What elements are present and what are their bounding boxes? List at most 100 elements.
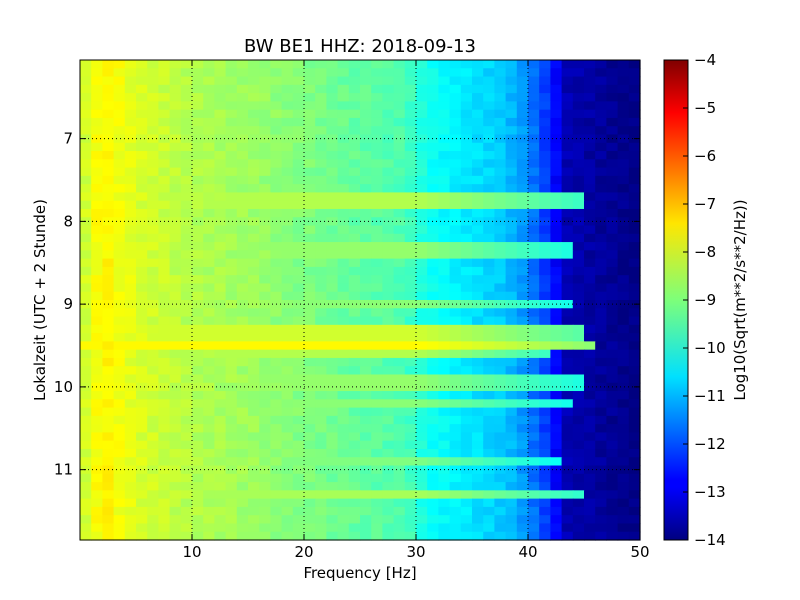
heatmap-cell (472, 242, 484, 251)
heatmap-cell (438, 117, 451, 127)
heatmap-cell (337, 242, 350, 251)
heatmap-cell (584, 523, 596, 533)
heatmap-cell (460, 167, 473, 177)
heatmap-cell (472, 399, 484, 409)
heatmap-cell (438, 76, 451, 86)
heatmap-cell (460, 465, 473, 475)
heatmap-cell (460, 424, 473, 434)
heatmap-cell (91, 117, 103, 127)
heatmap-cell (158, 440, 171, 450)
heatmap-cell (483, 84, 495, 94)
heatmap-cell (416, 448, 428, 458)
heatmap-cell (572, 324, 585, 334)
heatmap-cell (494, 142, 507, 152)
heatmap-cell (416, 250, 428, 260)
heatmap-cell (584, 126, 596, 136)
heatmap-cell (393, 349, 406, 359)
heatmap-cell (449, 399, 462, 409)
heatmap-cell (259, 448, 271, 458)
heatmap-cell (539, 266, 551, 276)
heatmap-cell (427, 142, 439, 152)
heatmap-cell (259, 515, 271, 525)
heatmap-cell (337, 101, 350, 111)
heatmap-cell (472, 283, 484, 293)
heatmap-cell (617, 233, 630, 243)
heatmap-cell (404, 117, 417, 127)
heatmap-cell (360, 200, 372, 210)
heatmap-cell (617, 126, 630, 136)
heatmap-cell (550, 391, 563, 400)
heatmap-cell (136, 448, 148, 458)
heatmap-cell (113, 93, 126, 102)
heatmap-cell (236, 275, 249, 285)
heatmap-cell (617, 415, 630, 425)
heatmap-cell (438, 366, 451, 376)
heatmap-cell (427, 151, 439, 160)
heatmap-cell (281, 167, 294, 177)
heatmap-cell (393, 266, 406, 276)
heatmap-cell (516, 60, 529, 69)
heatmap-cell (550, 275, 563, 285)
heatmap-cell (584, 498, 596, 508)
heatmap-cell (494, 242, 507, 251)
heatmap-cell (505, 84, 518, 94)
heatmap-cell (360, 432, 372, 442)
heatmap-cell (180, 283, 193, 293)
heatmap-cell (248, 324, 260, 334)
heatmap-cell (606, 291, 619, 301)
heatmap-cell (382, 60, 395, 69)
heatmap-cell (225, 76, 238, 86)
heatmap-cell (147, 217, 159, 227)
heatmap-cell (348, 333, 361, 342)
heatmap-cell (483, 506, 495, 516)
heatmap-cell (584, 101, 596, 111)
heatmap-cell (147, 117, 159, 127)
heatmap-cell (561, 391, 574, 400)
heatmap-cell (214, 151, 227, 160)
heatmap-cell (248, 68, 260, 78)
heatmap-cell (214, 250, 227, 260)
heatmap-cell (124, 208, 137, 218)
heatmap-cell (113, 200, 126, 210)
heatmap-cell (404, 84, 417, 94)
heatmap-cell (102, 266, 115, 276)
heatmap-cell (225, 208, 238, 218)
heatmap-cell (158, 151, 171, 160)
heatmap-cell (326, 391, 339, 400)
heatmap-cell (550, 490, 563, 500)
heatmap-cell (270, 490, 283, 500)
heatmap-cell (393, 93, 406, 102)
heatmap-cell (180, 101, 193, 111)
heatmap-cell (147, 374, 159, 384)
heatmap-cell (460, 374, 473, 384)
heatmap-cell (438, 258, 451, 268)
heatmap-cell (169, 432, 182, 442)
heatmap-cell (304, 159, 316, 169)
heatmap-cell (203, 523, 215, 533)
heatmap-cell (438, 93, 451, 102)
colorbar-tick-label: −7 (694, 195, 716, 213)
heatmap-cell (158, 341, 171, 351)
heatmap-cell (483, 531, 495, 541)
heatmap-cell (91, 101, 103, 111)
heatmap-cell (539, 159, 551, 169)
heatmap-cell (136, 523, 148, 533)
heatmap-cell (505, 184, 518, 194)
heatmap-cell (494, 357, 507, 367)
heatmap-cell (348, 258, 361, 268)
heatmap-cell (315, 515, 327, 525)
heatmap-cell (561, 366, 574, 376)
heatmap-cell (360, 465, 372, 475)
heatmap-cell (416, 300, 428, 309)
heatmap-cell (236, 341, 249, 351)
heatmap-cell (628, 208, 641, 218)
heatmap-cell (628, 192, 641, 202)
heatmap-cell (270, 415, 283, 425)
heatmap-cell (595, 424, 607, 434)
heatmap-cell (180, 109, 193, 119)
heatmap-cell (180, 266, 193, 276)
heatmap-cell (214, 208, 227, 218)
heatmap-cell (617, 208, 630, 218)
heatmap-cell (371, 357, 383, 367)
heatmap-cell (584, 399, 596, 409)
